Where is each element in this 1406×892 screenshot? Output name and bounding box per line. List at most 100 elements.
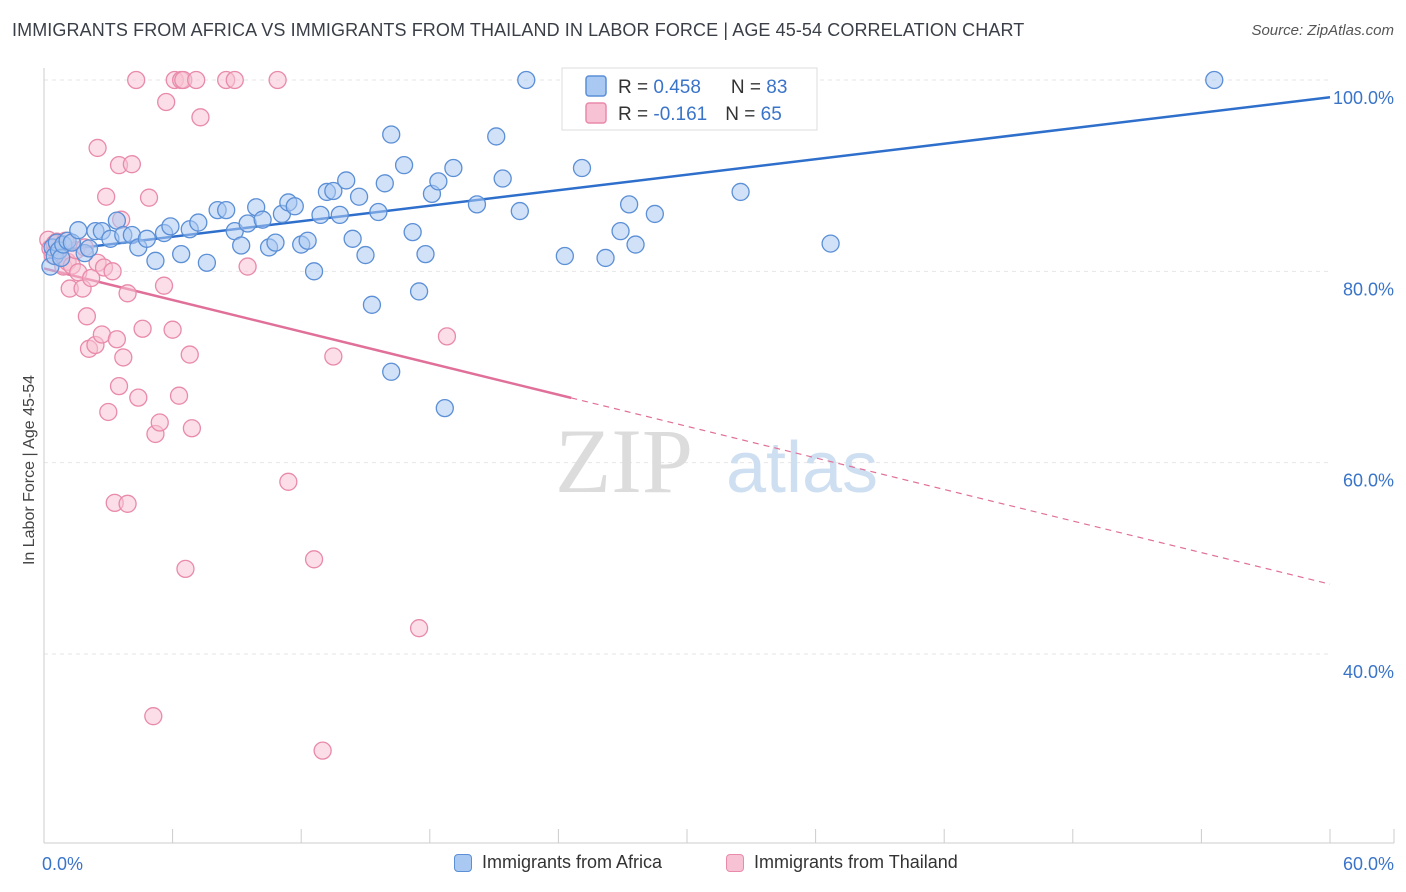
point-africa-44 bbox=[324, 181, 343, 201]
point-africa-69 bbox=[572, 158, 592, 178]
point-africa-53 bbox=[382, 125, 401, 144]
point-africa-62 bbox=[444, 158, 463, 178]
point-africa-26 bbox=[197, 253, 217, 272]
point-africa-42 bbox=[311, 205, 330, 225]
point-thailand-47 bbox=[169, 386, 189, 405]
legend-top: R = 0.458 N = 83 R = -0.161 N = 65 bbox=[561, 67, 818, 131]
point-africa-30 bbox=[232, 236, 251, 255]
point-thailand-61 bbox=[313, 741, 332, 760]
legend-label-thailand: Immigrants from Thailand bbox=[754, 852, 958, 872]
legend-item-thailand: Immigrants from Thailand bbox=[726, 852, 958, 873]
point-africa-75 bbox=[645, 204, 664, 224]
point-africa-47 bbox=[343, 229, 362, 248]
point-thailand-21 bbox=[88, 138, 107, 158]
point-africa-52 bbox=[375, 174, 394, 193]
point-africa-49 bbox=[356, 245, 375, 265]
source-label: Source: ZipAtlas.com bbox=[1251, 22, 1394, 39]
point-thailand-32 bbox=[114, 348, 133, 367]
point-africa-19 bbox=[137, 229, 157, 248]
legend-bottom: Immigrants from Africa Immigrants from T… bbox=[0, 852, 1406, 878]
point-thailand-57 bbox=[238, 257, 257, 276]
point-thailand-43 bbox=[154, 276, 174, 295]
point-thailand-18 bbox=[82, 268, 101, 288]
point-thailand-45 bbox=[163, 320, 182, 339]
gridlines bbox=[44, 79, 1330, 655]
series-africa-points bbox=[41, 70, 1224, 418]
point-africa-64 bbox=[487, 127, 506, 146]
point-thailand-60 bbox=[304, 550, 324, 569]
point-africa-23 bbox=[172, 244, 191, 264]
legend-swatch-thailand bbox=[585, 102, 607, 124]
point-thailand-63 bbox=[409, 619, 429, 638]
point-thailand-36 bbox=[127, 70, 146, 90]
point-thailand-34 bbox=[118, 284, 137, 303]
point-africa-63 bbox=[467, 195, 487, 214]
legend-label-africa: Immigrants from Africa bbox=[482, 852, 663, 872]
point-africa-11 bbox=[79, 239, 99, 258]
point-africa-55 bbox=[394, 155, 414, 175]
point-africa-45 bbox=[330, 205, 349, 225]
legend-item-africa: Immigrants from Africa bbox=[454, 852, 662, 873]
point-thailand-16 bbox=[77, 307, 97, 326]
point-africa-46 bbox=[337, 171, 356, 190]
series-thailand-points bbox=[39, 70, 457, 760]
point-thailand-56 bbox=[225, 70, 244, 90]
point-africa-41 bbox=[304, 262, 324, 281]
y-tick-labels: 40.0% 60.0% 80.0% 100.0% bbox=[1333, 88, 1394, 682]
axes bbox=[43, 68, 1395, 844]
point-africa-66 bbox=[510, 201, 529, 221]
point-thailand-62 bbox=[324, 347, 343, 366]
point-africa-22 bbox=[161, 217, 180, 236]
point-africa-68 bbox=[555, 246, 574, 266]
point-africa-61 bbox=[435, 398, 454, 418]
y-tick-label-3: 100.0% bbox=[1333, 88, 1394, 108]
x-tick-labels: 0.0% 60.0% bbox=[42, 854, 1394, 874]
point-africa-65 bbox=[493, 169, 512, 188]
trend-line-thailand-projection bbox=[571, 397, 1331, 585]
point-thailand-51 bbox=[180, 345, 199, 364]
point-africa-56 bbox=[403, 222, 422, 242]
point-africa-77 bbox=[731, 182, 750, 202]
point-thailand-42 bbox=[150, 413, 169, 432]
point-africa-71 bbox=[596, 248, 615, 268]
point-thailand-26 bbox=[103, 262, 122, 281]
y-tick-label-0: 40.0% bbox=[1343, 662, 1394, 682]
point-africa-35 bbox=[266, 233, 285, 252]
point-africa-33 bbox=[253, 210, 272, 229]
point-africa-51 bbox=[369, 202, 388, 222]
watermark-zip: ZIP bbox=[555, 410, 693, 512]
point-africa-79 bbox=[1205, 70, 1224, 90]
point-thailand-64 bbox=[437, 327, 457, 346]
point-africa-50 bbox=[362, 295, 382, 314]
point-africa-54 bbox=[382, 362, 401, 381]
legend-bottom-swatch-thailand bbox=[726, 853, 744, 872]
point-thailand-33 bbox=[118, 494, 137, 513]
point-africa-57 bbox=[409, 282, 429, 301]
point-thailand-50 bbox=[176, 559, 195, 579]
point-africa-38 bbox=[285, 197, 304, 216]
legend-r-africa: 0.458 bbox=[653, 77, 701, 98]
x-tick-label-0: 0.0% bbox=[42, 854, 83, 874]
chart-title: IMMIGRANTS FROM AFRICA VS IMMIGRANTS FRO… bbox=[12, 20, 1025, 40]
legend-row-thailand: R = -0.161 N = 65 bbox=[618, 104, 782, 125]
point-africa-74 bbox=[626, 235, 645, 254]
point-africa-20 bbox=[146, 251, 165, 270]
x-tick-label-1: 60.0% bbox=[1343, 854, 1394, 874]
point-africa-25 bbox=[189, 213, 208, 232]
point-africa-48 bbox=[349, 187, 369, 206]
point-thailand-40 bbox=[144, 707, 163, 726]
point-thailand-38 bbox=[133, 319, 152, 338]
point-thailand-28 bbox=[107, 330, 127, 349]
y-tick-label-2: 80.0% bbox=[1343, 279, 1394, 299]
legend-swatch-africa bbox=[585, 75, 607, 97]
point-africa-78 bbox=[821, 234, 840, 253]
point-thailand-53 bbox=[187, 70, 206, 90]
point-africa-67 bbox=[517, 70, 536, 90]
point-thailand-54 bbox=[191, 108, 210, 127]
point-thailand-39 bbox=[139, 188, 159, 207]
y-tick-label-1: 60.0% bbox=[1343, 471, 1394, 491]
point-thailand-58 bbox=[268, 70, 287, 90]
point-africa-9 bbox=[69, 221, 88, 240]
point-thailand-25 bbox=[99, 402, 118, 422]
